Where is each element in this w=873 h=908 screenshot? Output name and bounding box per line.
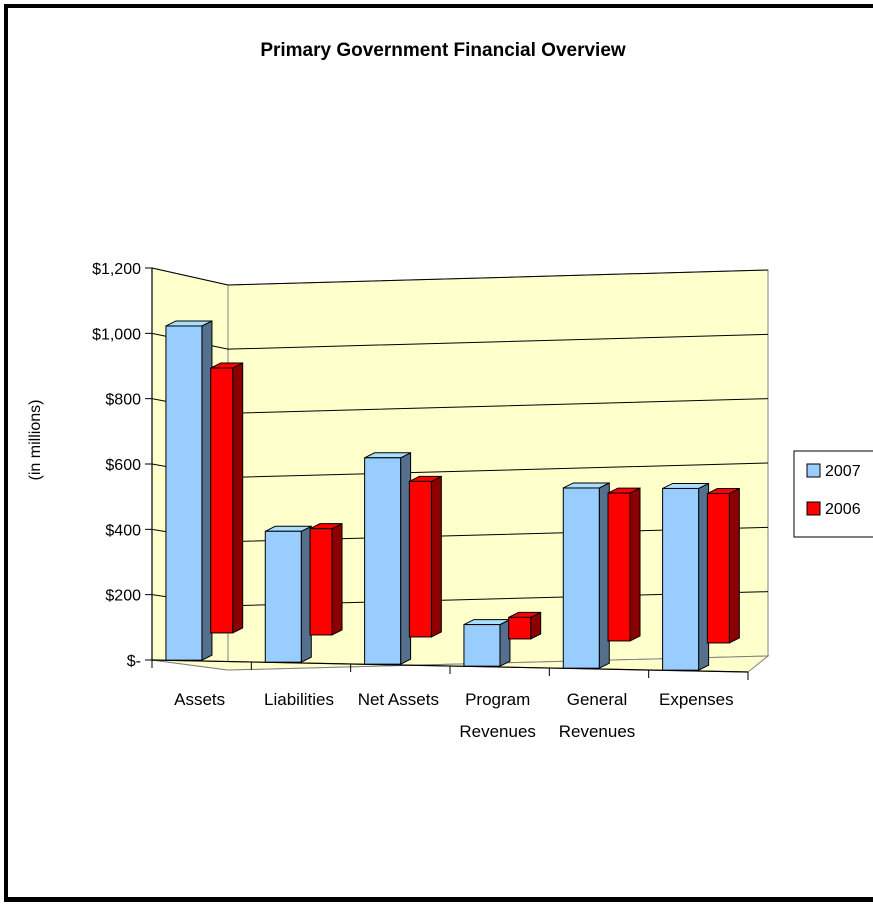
y-tick-label: $1,200 <box>92 261 141 278</box>
x-tick-label: Liabilities <box>264 690 334 709</box>
bar-front <box>607 492 631 642</box>
x-tick-label-line: Net Assets <box>358 690 439 709</box>
bar-front <box>562 487 600 669</box>
y-tick-label: $200 <box>105 588 141 605</box>
x-tick-label-line: Revenues <box>559 722 636 741</box>
bar-2006-0 <box>210 362 244 634</box>
x-tick-label: Program Revenues <box>459 690 536 741</box>
bar-2006-1 <box>309 522 343 636</box>
y-tick-label: $600 <box>105 457 141 474</box>
bar-2006-3 <box>508 611 542 640</box>
legend-swatch <box>806 501 821 516</box>
bar-side <box>430 475 442 638</box>
bar-2006-5 <box>706 487 740 644</box>
x-tick-label: General Revenues <box>559 690 636 741</box>
bar-front <box>706 493 730 644</box>
legend-label: 2007 <box>825 463 861 480</box>
bar-side <box>331 522 343 636</box>
x-tick-label-line: Expenses <box>659 690 734 709</box>
bar-front <box>463 624 501 667</box>
bar-2006-4 <box>607 487 641 642</box>
bar-front <box>264 530 302 663</box>
y-tick-label: $- <box>127 653 141 670</box>
chart-text: $- $200 $400 $600 $800 $1,000 $1,200 Assets Liab… <box>27 40 734 741</box>
legend-swatch <box>806 463 821 478</box>
x-tick-label-line: General <box>567 690 627 709</box>
x-tick-label-line: Liabilities <box>264 690 334 709</box>
x-tick-label: Expenses <box>659 690 734 709</box>
bar-front <box>309 528 333 636</box>
bar-front <box>165 325 203 661</box>
y-tick-label: $800 <box>105 392 141 409</box>
y-tick-label: $400 <box>105 522 141 539</box>
gridline <box>151 267 769 286</box>
y-axis-label: (in millions) <box>27 400 44 481</box>
bar-side <box>728 487 740 644</box>
x-tick-label: Net Assets <box>358 690 439 709</box>
x-tick-label: Assets <box>174 690 225 709</box>
bar-2007-3 <box>463 618 511 667</box>
bar-2007-4 <box>562 482 610 669</box>
legend-label: 2006 <box>825 501 861 518</box>
bar-2006-2 <box>408 475 442 638</box>
bar-2007-2 <box>364 451 412 665</box>
x-tick-label-line: Program <box>465 690 530 709</box>
bar-front <box>364 457 402 665</box>
bar-front <box>508 616 532 640</box>
bars <box>165 320 740 671</box>
bar-2007-5 <box>662 482 710 671</box>
bar-front <box>662 487 700 671</box>
x-tick-label-line: Assets <box>174 690 225 709</box>
x-tick-label-line: Revenues <box>459 722 536 741</box>
y-tick-label: $1,000 <box>92 326 141 343</box>
bar-side <box>232 362 244 634</box>
legend: 2007 2006 <box>793 450 873 538</box>
chart-title: Primary Government Financial Overview <box>260 40 626 61</box>
bar-front <box>210 367 234 634</box>
bar-2007-1 <box>264 525 312 663</box>
bar-front <box>408 480 432 638</box>
axes <box>145 267 749 680</box>
bar-2007-0 <box>165 320 213 661</box>
bar-side <box>629 487 641 642</box>
